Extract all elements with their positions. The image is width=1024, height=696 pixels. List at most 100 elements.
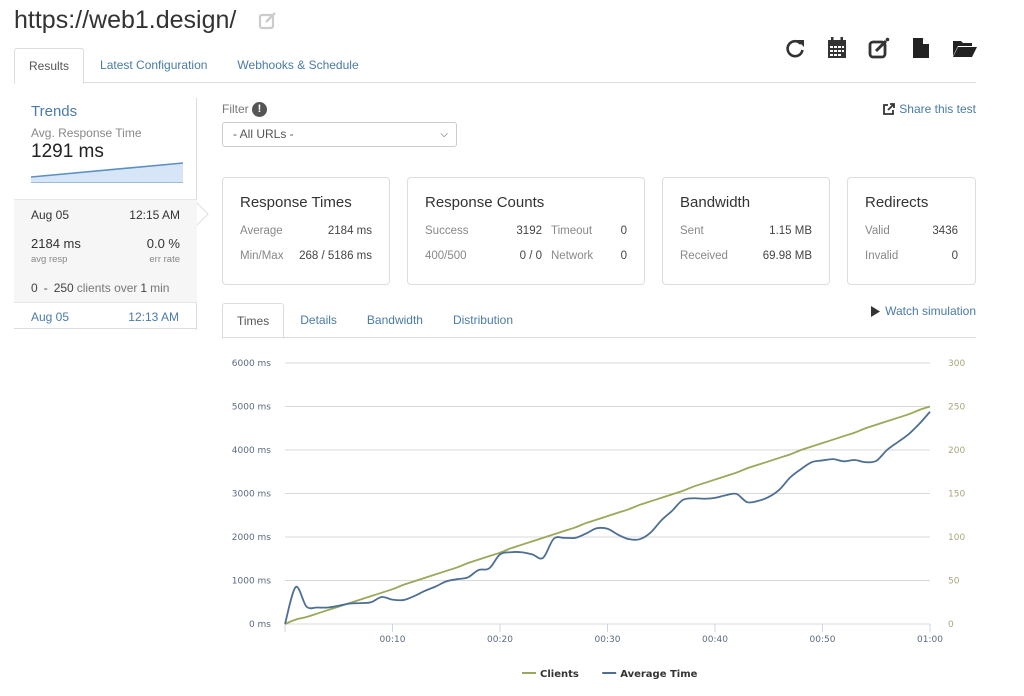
card-redirects: Redirects Valid 3436 Invalid 0 bbox=[847, 177, 976, 285]
stat-label: Sent bbox=[680, 225, 704, 237]
run-clients-from: 0 bbox=[31, 281, 38, 295]
chart-legend: Clients Average Time bbox=[522, 669, 698, 680]
watch-simulation-link[interactable]: Watch simulation bbox=[871, 304, 976, 318]
stat-value: 0 / 0 bbox=[519, 250, 542, 262]
x-tick-label: 00:30 bbox=[595, 635, 621, 645]
page-title: https://web1.design/ bbox=[14, 6, 237, 34]
watch-label: Watch simulation bbox=[885, 304, 976, 318]
times-chart: 0 ms 1000 ms 2000 ms 3000 ms 4000 ms 5000 ms 6… bbox=[232, 359, 966, 680]
stat-value: 0 bbox=[620, 225, 627, 237]
refresh-icon[interactable] bbox=[784, 37, 806, 59]
edit-icon[interactable] bbox=[868, 37, 890, 59]
tab-bandwidth[interactable]: Bandwidth bbox=[366, 313, 423, 327]
stat-label: Network bbox=[551, 250, 594, 262]
stat-value: 268 / 5186 ms bbox=[299, 250, 372, 262]
stat-label: Timeout bbox=[551, 225, 593, 237]
series-line-clients[interactable] bbox=[284, 405, 931, 625]
x-axis: 00:10 00:20 00:30 00:40 00:50 01:00 bbox=[284, 624, 943, 645]
run-clients-to: 250 bbox=[53, 281, 74, 295]
stat-label: Average bbox=[240, 225, 283, 237]
play-icon bbox=[871, 305, 881, 317]
url-filter-select[interactable]: - All URLs - ⌵ bbox=[222, 122, 457, 147]
tab-distribution[interactable]: Distribution bbox=[452, 313, 513, 327]
legend-item-average-time[interactable]: Average Time bbox=[602, 669, 698, 680]
run-err-rate: 0.0 % bbox=[146, 236, 180, 251]
tab-times[interactable]: Times bbox=[222, 303, 285, 339]
run-time: 12:13 AM bbox=[128, 310, 179, 324]
run-avg-resp: 2184 ms bbox=[31, 236, 81, 251]
legend-label: Clients bbox=[540, 669, 579, 680]
calendar-icon[interactable] bbox=[826, 37, 848, 59]
y-right-tick-label: 300 bbox=[948, 359, 965, 369]
card-response-counts: Response Counts Success 3192 Timeout 0 4… bbox=[407, 177, 645, 285]
file-icon[interactable] bbox=[910, 37, 932, 59]
share-icon bbox=[883, 103, 896, 115]
legend-label: Average Time bbox=[620, 669, 697, 680]
stat-value: 69.98 MB bbox=[762, 250, 812, 262]
folder-open-icon[interactable] bbox=[952, 37, 978, 59]
card-bandwidth: Bandwidth Sent 1.15 MB Received 69.98 MB bbox=[662, 177, 830, 285]
run-duration-unit: min bbox=[150, 281, 170, 295]
tab-details[interactable]: Details bbox=[300, 313, 337, 327]
filter-label: Filter bbox=[222, 102, 249, 116]
share-test-link[interactable]: Share this test bbox=[883, 102, 976, 116]
stat-value: 0 bbox=[620, 250, 627, 262]
stat-value: 3436 bbox=[932, 225, 958, 237]
stat-value: 3192 bbox=[516, 225, 542, 237]
toolbar bbox=[784, 37, 978, 59]
run-avg-resp-label: avg resp bbox=[31, 254, 68, 265]
run-date: Aug 05 bbox=[31, 310, 70, 324]
stat-label: Success bbox=[425, 225, 469, 237]
stat-value: 0 bbox=[951, 250, 958, 262]
card-title: Redirects bbox=[865, 194, 929, 211]
stat-value: 2184 ms bbox=[327, 225, 372, 237]
card-title: Response Times bbox=[240, 194, 352, 211]
y-axis-right: 0 50 100 150 200 250 300 bbox=[948, 359, 965, 630]
run-clients-sep: - bbox=[43, 281, 48, 295]
y-left-tick-label: 0 ms bbox=[249, 620, 271, 630]
legend-item-clients[interactable]: Clients bbox=[522, 669, 579, 680]
share-label: Share this test bbox=[899, 102, 976, 116]
run-clients-mid: clients over bbox=[76, 281, 138, 295]
trend-sparkline bbox=[31, 162, 183, 183]
card-title: Bandwidth bbox=[680, 194, 751, 211]
card-response-times: Response Times Average 2184 ms Min/Max 268… bbox=[222, 177, 390, 285]
tab-latest-configuration[interactable]: Latest Configuration bbox=[100, 58, 208, 72]
y-left-tick-label: 6000 ms bbox=[232, 359, 272, 369]
y-right-tick-label: 150 bbox=[948, 490, 965, 500]
y-right-tick-label: 200 bbox=[948, 446, 965, 456]
x-tick-label: 01:00 bbox=[917, 635, 943, 645]
run-err-rate-label: err rate bbox=[149, 254, 180, 265]
y-right-tick-label: 100 bbox=[948, 533, 965, 543]
stat-label: 400/500 bbox=[425, 250, 467, 262]
test-run-active[interactable]: Aug 05 12:15 AM 2184 ms 0.0 % avg resp e… bbox=[14, 199, 209, 303]
card-title: Response Counts bbox=[425, 194, 545, 211]
run-date: Aug 05 bbox=[31, 208, 70, 222]
chart-tabs: Times Details Bandwidth Distribution bbox=[222, 303, 976, 339]
stat-label: Invalid bbox=[865, 250, 899, 262]
test-run-previous[interactable]: Aug 05 12:13 AM bbox=[31, 310, 179, 324]
x-tick-label: 00:40 bbox=[702, 635, 728, 645]
y-right-tick-label: 50 bbox=[948, 577, 960, 587]
y-left-tick-label: 3000 ms bbox=[232, 490, 272, 500]
main-tabs: Results Latest Configuration Webhooks & … bbox=[14, 48, 976, 84]
sidebar: Trends Avg. Response Time 1291 ms Aug 05… bbox=[14, 98, 209, 330]
x-tick-label: 00:10 bbox=[380, 635, 406, 645]
trends-title[interactable]: Trends bbox=[31, 103, 78, 120]
y-right-tick-label: 250 bbox=[948, 403, 965, 413]
y-right-tick-label: 0 bbox=[948, 620, 954, 630]
trends-subtitle: Avg. Response Time bbox=[31, 126, 142, 140]
chart-grid bbox=[285, 362, 930, 625]
y-left-tick-label: 4000 ms bbox=[232, 446, 272, 456]
run-duration: 1 bbox=[140, 281, 148, 295]
y-left-tick-label: 1000 ms bbox=[232, 577, 272, 587]
series-line-average-time[interactable] bbox=[284, 411, 931, 625]
run-time: 12:15 AM bbox=[129, 208, 180, 222]
tab-results[interactable]: Results bbox=[14, 48, 85, 84]
info-icon[interactable]: ! bbox=[252, 102, 267, 117]
edit-icon[interactable] bbox=[258, 10, 280, 32]
y-axis-left: 0 ms 1000 ms 2000 ms 3000 ms 4000 ms 5000 ms 6… bbox=[232, 359, 272, 630]
divider bbox=[14, 328, 197, 329]
tab-webhooks-schedule[interactable]: Webhooks & Schedule bbox=[237, 58, 359, 72]
y-left-tick-label: 5000 ms bbox=[232, 403, 272, 413]
